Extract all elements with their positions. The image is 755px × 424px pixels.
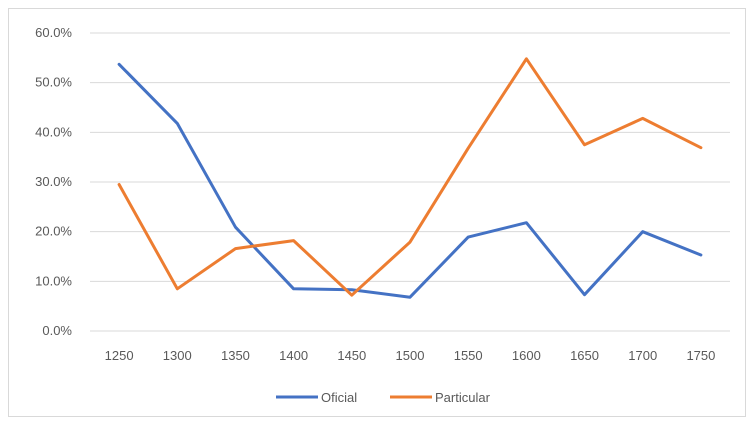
x-tick-label: 1750 — [686, 348, 715, 363]
series-line-oficial — [117, 62, 703, 299]
x-tick-label: 1650 — [570, 348, 599, 363]
legend-label: Particular — [435, 390, 491, 405]
x-tick-label: 1350 — [221, 348, 250, 363]
y-tick-label: 50.0% — [35, 75, 72, 90]
y-tick-label: 10.0% — [35, 273, 72, 288]
y-axis-ticks: 0.0% 10.0% 20.0% 30.0% 40.0% 50.0% 60.0% — [35, 25, 72, 338]
y-tick-label: 30.0% — [35, 174, 72, 189]
x-tick-label: 1700 — [628, 348, 657, 363]
x-tick-label: 1600 — [512, 348, 541, 363]
x-axis-ticks: 1250 1300 1350 1400 1450 1500 1550 1600 1650 1700… — [105, 348, 716, 363]
y-tick-label: 0.0% — [42, 323, 72, 338]
legend-label: Oficial — [321, 390, 357, 405]
chart-frame — [8, 8, 746, 417]
x-tick-label: 1300 — [163, 348, 192, 363]
x-tick-label: 1450 — [337, 348, 366, 363]
x-tick-label: 1250 — [105, 348, 134, 363]
legend: Oficial Particular — [276, 390, 491, 405]
x-tick-label: 1500 — [396, 348, 425, 363]
gridlines — [90, 32, 730, 332]
x-tick-label: 1400 — [279, 348, 308, 363]
series-lines — [117, 57, 703, 299]
y-tick-label: 60.0% — [35, 25, 72, 40]
y-tick-label: 20.0% — [35, 224, 72, 239]
y-tick-label: 40.0% — [35, 124, 72, 139]
x-tick-label: 1550 — [454, 348, 483, 363]
